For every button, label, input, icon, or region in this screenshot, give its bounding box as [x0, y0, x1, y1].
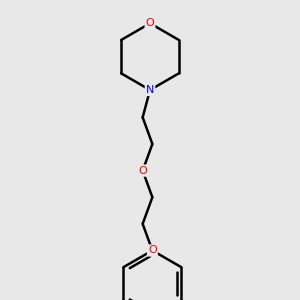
Text: O: O [138, 166, 147, 176]
Text: O: O [146, 18, 154, 28]
Text: O: O [148, 245, 157, 256]
Text: N: N [146, 85, 154, 95]
